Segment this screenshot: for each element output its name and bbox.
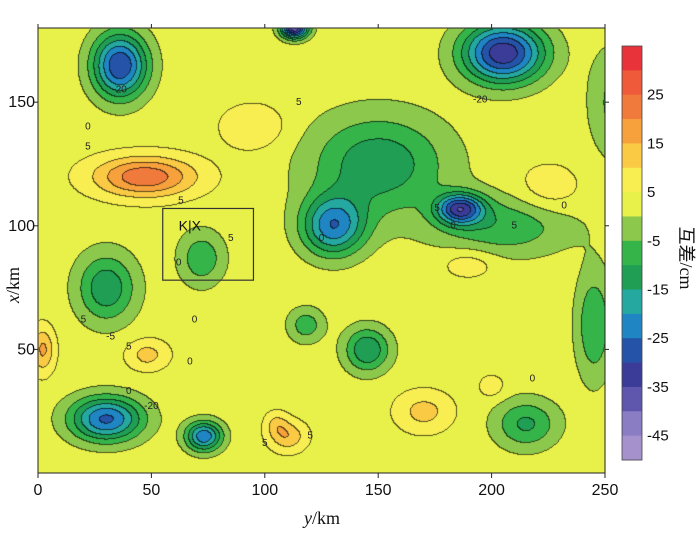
contour-label-20: 0	[561, 201, 567, 212]
contour-label-8: -20	[144, 401, 159, 412]
colorbar-swatch-3	[622, 119, 642, 144]
x-tick-label-0: 0	[34, 482, 43, 499]
colorbar-label--35: -35	[647, 379, 669, 396]
contour-label-15: 0	[319, 233, 325, 244]
colorbar-swatch-11	[622, 313, 642, 339]
y-axis-title: x/km	[3, 267, 23, 304]
colorbar-label-5: 5	[647, 184, 655, 201]
contour-label-4: 5	[81, 314, 87, 325]
plot-frame	[37, 27, 606, 474]
contour-label-22: 5	[296, 97, 302, 108]
colorbar-label--25: -25	[647, 330, 669, 347]
colorbar-swatch-2	[622, 94, 642, 120]
y-axis-title-var: x	[3, 295, 23, 304]
contour-label-13: 5	[307, 431, 313, 442]
x-axis: 0 50 100 150 200 250	[34, 24, 619, 499]
colorbar-title: 互差/cm	[676, 227, 696, 290]
contour-label-16: 5	[434, 203, 440, 214]
colorbar-swatch-7	[622, 216, 642, 242]
colorbar-label--45: -45	[647, 428, 669, 445]
contour-field	[38, 28, 605, 473]
colorbar-swatch-10	[622, 289, 642, 315]
contour-label-2: 5	[85, 141, 91, 152]
contour-label-7: 0	[126, 386, 132, 397]
x-tick-label-150: 150	[365, 482, 392, 499]
x-axis-title: y/km	[302, 508, 340, 528]
contour-label-17: 0	[450, 220, 456, 231]
annotation-rect	[162, 207, 255, 281]
colorbar-swatch-12	[622, 338, 642, 363]
colorbar-swatch-16	[622, 435, 642, 461]
colorbar-swatch-0	[622, 46, 642, 71]
colorbar-swatch-9	[622, 265, 642, 290]
x-tick-label-200: 200	[478, 482, 505, 499]
contour-label-0: -20	[112, 84, 127, 95]
colorbar-swatch-8	[622, 240, 642, 266]
colorbar-swatch-15	[622, 411, 642, 437]
contour-label-12: 5	[228, 233, 234, 244]
y-tick-label-150: 150	[8, 94, 35, 111]
colorbar-swatch-4	[622, 143, 642, 169]
contour-label-1: 0	[85, 122, 91, 133]
y-tick-label-100: 100	[8, 218, 35, 235]
x-tick-label-50: 50	[143, 482, 161, 499]
colorbar-frame	[621, 45, 643, 461]
contour-label-21: 0	[530, 374, 536, 385]
x-axis-title-unit: /km	[312, 508, 340, 528]
colorbar-label--15: -15	[647, 282, 669, 299]
y-tick-label-50: 50	[17, 341, 35, 358]
contour-label-5: -5	[106, 332, 115, 343]
colorbar: 25 15 5 -5 -15 -25 -35 -45	[621, 45, 669, 461]
x-tick-label-250: 250	[592, 482, 619, 499]
contour-label-18: -20	[473, 94, 488, 105]
contour-label-19: 5	[511, 220, 517, 231]
colorbar-label-25: 25	[647, 87, 664, 104]
y-axis-title-unit: /km	[3, 267, 23, 295]
colorbar-swatch-14	[622, 386, 642, 412]
contour-label-9: 0	[176, 258, 182, 269]
colorbar-swatch-13	[622, 362, 642, 388]
contour-label-11: 0	[187, 356, 193, 367]
colorbar-label-15: 15	[647, 135, 664, 152]
colorbar-swatch-1	[622, 70, 642, 96]
colorbar-label--5: -5	[647, 233, 660, 250]
contour-label-6: 5	[126, 342, 132, 353]
contour-label-3: 5	[178, 196, 184, 207]
colorbar-swatch-6	[622, 192, 642, 217]
x-tick-label-100: 100	[251, 482, 278, 499]
colorbar-swatch-5	[622, 167, 642, 193]
annotation-box: K|X	[162, 207, 255, 281]
annotation-label: K|X	[179, 218, 202, 234]
contour-label-14: 5	[262, 438, 268, 449]
contour-label-10: 0	[192, 314, 198, 325]
x-axis-title-var: y	[302, 508, 312, 528]
